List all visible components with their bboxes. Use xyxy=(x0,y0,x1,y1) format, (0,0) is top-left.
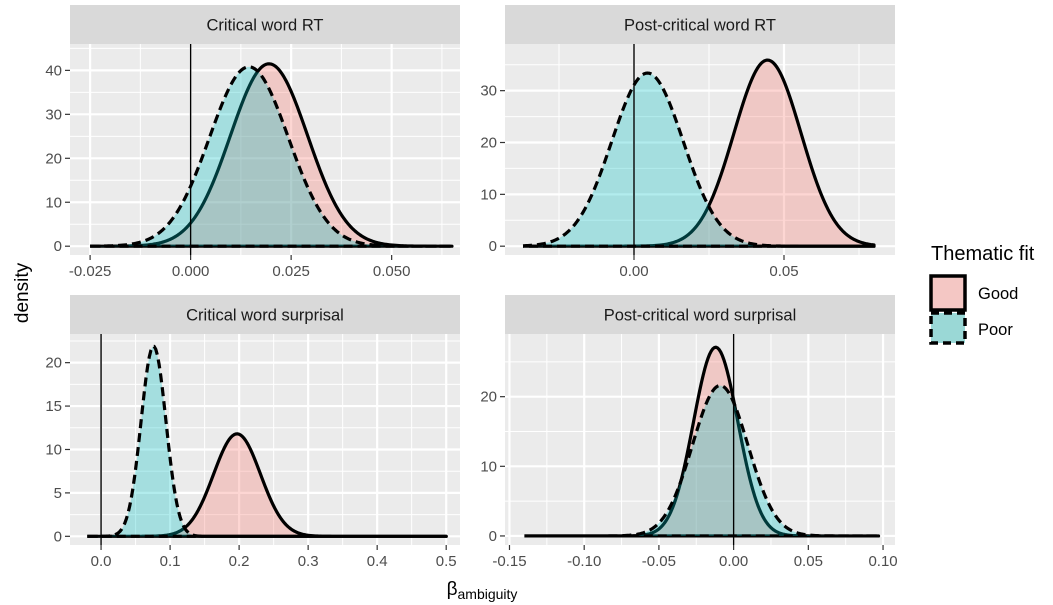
strip-background xyxy=(505,5,895,44)
y-tick-label: 40 xyxy=(45,62,62,79)
x-tick-label: 0.4 xyxy=(367,553,388,570)
density-line-good xyxy=(523,58,876,248)
x-tick-label: -0.025 xyxy=(69,263,112,280)
y-tick-label: 10 xyxy=(480,186,497,203)
panel-4: Post-critical word surprisal 0 10 20 -0.15 -0… xyxy=(480,295,898,570)
density-layer xyxy=(524,345,881,538)
density-line-poor xyxy=(90,65,454,248)
legend-key-poor xyxy=(929,311,967,345)
y-tick-label: 10 xyxy=(480,458,497,475)
panel-title: Post-critical word surprisal xyxy=(604,307,797,325)
y-tick-label: 10 xyxy=(45,441,62,458)
density-area-good xyxy=(87,433,447,537)
y-tick-label: 30 xyxy=(45,106,62,123)
y-tick-label: 0 xyxy=(54,528,62,545)
x-tick-label: 0.1 xyxy=(160,553,181,570)
panel-title: Critical word surprisal xyxy=(186,307,344,325)
legend: Thematic fit Good Poor xyxy=(929,243,1035,345)
panel-background xyxy=(70,334,460,545)
density-area-poor xyxy=(524,385,879,536)
density-line-poor xyxy=(87,344,448,538)
y-tick-label: 0 xyxy=(54,238,62,255)
x-tick-label: 0.5 xyxy=(436,553,457,570)
y-tick-label: 15 xyxy=(45,398,62,415)
strip-background xyxy=(70,295,460,334)
x-tick-label: 0.00 xyxy=(619,263,648,280)
y-tick-label: 0 xyxy=(489,528,497,545)
strip-background xyxy=(70,5,460,44)
density-line-poor xyxy=(524,383,881,538)
x-axis-title-base: β xyxy=(447,579,458,600)
x-tick-label: -0.10 xyxy=(567,553,601,570)
legend-title: Thematic fit xyxy=(931,243,1035,265)
panel-2: Post-critical word RT 0 10 20 30 0.00 0.05 xyxy=(480,5,895,280)
y-tick-label: 20 xyxy=(45,150,62,167)
density-layer xyxy=(90,62,454,248)
panel-background xyxy=(505,334,895,545)
x-tick-label: 0.05 xyxy=(769,263,798,280)
density-area-poor xyxy=(523,73,874,247)
panel-3: Critical word surprisal 0 5 10 15 20 0.0 0.1 0.2… xyxy=(45,295,460,570)
x-tick-label: 0.000 xyxy=(172,263,210,280)
x-tick-label: 0.2 xyxy=(229,553,250,570)
x-tick-label: 0.050 xyxy=(373,263,411,280)
y-tick-label: 20 xyxy=(480,389,497,406)
gridlines xyxy=(70,44,460,255)
y-tick-label: 30 xyxy=(480,83,497,100)
legend-key-good xyxy=(929,274,967,312)
y-tick-label: 20 xyxy=(45,355,62,372)
density-area-poor xyxy=(90,66,452,247)
x-axis-title-sub: ambiguity xyxy=(458,586,518,602)
density-line-poor xyxy=(522,71,876,248)
legend-label-good: Good xyxy=(978,285,1018,303)
x-tick-label: -0.05 xyxy=(642,553,676,570)
y-axis-title: density xyxy=(12,262,33,323)
x-tick-label: 0.025 xyxy=(272,263,310,280)
x-tick-label: -0.15 xyxy=(492,553,526,570)
y-tick-label: 0 xyxy=(489,238,497,255)
y-tick-label: 20 xyxy=(480,135,497,152)
density-area-good xyxy=(524,347,879,536)
y-tick-label: 10 xyxy=(45,194,62,211)
x-axis-title: βambiguity xyxy=(447,579,518,602)
legend-label-poor: Poor xyxy=(978,321,1013,339)
density-layer xyxy=(87,344,448,538)
density-layer xyxy=(522,58,876,248)
density-area-good xyxy=(90,63,452,247)
x-tick-label: 0.3 xyxy=(298,553,319,570)
x-tick-label: 0.0 xyxy=(91,553,112,570)
strip-background xyxy=(505,295,895,334)
y-tick-label: 5 xyxy=(54,485,62,502)
panel-title: Critical word RT xyxy=(206,17,323,35)
x-tick-label: 0.10 xyxy=(868,553,897,570)
x-tick-label: 0.00 xyxy=(719,553,748,570)
panel-1: Critical word RT 0 10 20 30 40 -0.025 0.000 0.02… xyxy=(45,5,460,280)
x-tick-label: 0.05 xyxy=(794,553,823,570)
panel-title: Post-critical word RT xyxy=(624,17,776,35)
density-area-poor xyxy=(87,346,447,537)
density-area-good xyxy=(523,60,874,247)
